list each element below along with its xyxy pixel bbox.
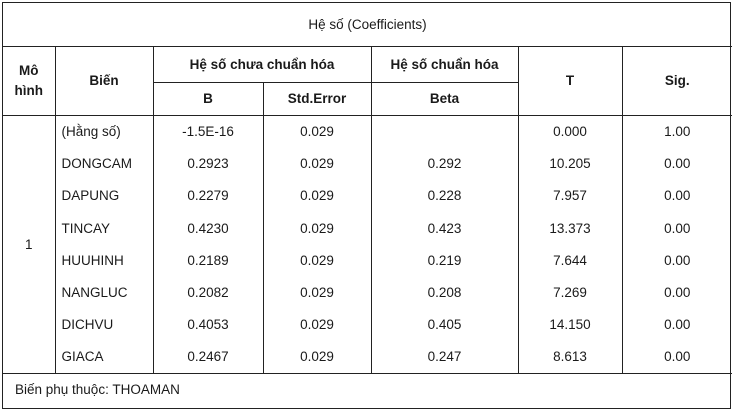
cell-b: 0.4053	[152, 308, 264, 342]
table-row: DAPUNG 0.2279 0.029 0.228 7.957 0.00	[3, 179, 733, 212]
header-beta: Beta	[370, 81, 519, 116]
cell-std-error: 0.029	[262, 179, 372, 212]
cell-t: 7.644	[517, 244, 623, 277]
header-model: Mô hình	[3, 45, 56, 116]
cell-b: 0.2082	[152, 276, 264, 309]
cell-std-error: 0.029	[262, 211, 372, 245]
table-footer: Biến phụ thuộc: THOAMAN	[3, 372, 733, 406]
table-row: NANGLUC 0.2082 0.029 0.208 7.269 0.00	[3, 276, 733, 309]
cell-t: 8.613	[517, 341, 623, 374]
cell-variable: (Hằng số)	[54, 114, 154, 148]
cell-beta: 0.247	[370, 341, 519, 374]
table-body: 1 (Hằng số) -1.5E-16 0.029 0.000 1.00 DONGCAM 0…	[3, 114, 733, 374]
cell-t: 13.373	[517, 211, 623, 245]
cell-variable: DAPUNG	[54, 179, 154, 212]
cell-beta: 0.423	[370, 211, 519, 245]
cell-std-error: 0.029	[262, 114, 372, 148]
cell-sig: 0.00	[621, 147, 733, 180]
header-variable: Biến	[54, 45, 154, 116]
cell-t: 0.000	[517, 114, 623, 148]
cell-variable: DICHVU	[54, 308, 154, 342]
table-row: HUUHINH 0.2189 0.029 0.219 7.644 0.00	[3, 244, 733, 277]
cell-beta: 0.219	[370, 244, 519, 277]
cell-b: 0.2467	[152, 341, 264, 374]
cell-b: -1.5E-16	[152, 114, 264, 148]
cell-std-error: 0.029	[262, 276, 372, 309]
table-title: Hệ số (Coefficients)	[3, 3, 733, 47]
cell-beta: 0.292	[370, 147, 519, 180]
cell-sig: 0.00	[621, 179, 733, 212]
cell-std-error: 0.029	[262, 341, 372, 374]
cell-beta: 0.228	[370, 179, 519, 212]
cell-variable: HUUHINH	[54, 244, 154, 277]
cell-beta: 0.405	[370, 308, 519, 342]
header-unstandardized: Hệ số chưa chuẩn hóa	[152, 45, 372, 83]
cell-sig: 0.00	[621, 341, 733, 374]
cell-sig: 0.00	[621, 244, 733, 277]
cell-std-error: 0.029	[262, 308, 372, 342]
table-row: DICHVU 0.4053 0.029 0.405 14.150 0.00	[3, 308, 733, 342]
header-std-error: Std.Error	[262, 81, 372, 116]
table-row: GIACA 0.2467 0.029 0.247 8.613 0.00	[3, 341, 733, 374]
table-row: DONGCAM 0.2923 0.029 0.292 10.205 0.00	[3, 147, 733, 180]
cell-variable: GIACA	[54, 341, 154, 374]
cell-sig: 0.00	[621, 211, 733, 245]
cell-std-error: 0.029	[262, 147, 372, 180]
header-sig: Sig.	[621, 45, 733, 116]
model-number: 1	[3, 114, 56, 374]
cell-t: 10.205	[517, 147, 623, 180]
cell-sig: 1.00	[621, 114, 733, 148]
cell-b: 0.2189	[152, 244, 264, 277]
cell-b: 0.2923	[152, 147, 264, 180]
cell-b: 0.2279	[152, 179, 264, 212]
header-b: B	[152, 81, 264, 116]
cell-t: 7.269	[517, 276, 623, 309]
cell-b: 0.4230	[152, 211, 264, 245]
cell-variable: NANGLUC	[54, 276, 154, 309]
cell-t: 7.957	[517, 179, 623, 212]
table-row: TINCAY 0.4230 0.029 0.423 13.373 0.00	[3, 211, 733, 245]
cell-t: 14.150	[517, 308, 623, 342]
cell-beta	[370, 114, 519, 148]
cell-std-error: 0.029	[262, 244, 372, 277]
cell-variable: TINCAY	[54, 211, 154, 245]
cell-sig: 0.00	[621, 276, 733, 309]
header-standardized: Hệ số chuẩn hóa	[370, 45, 519, 83]
cell-sig: 0.00	[621, 308, 733, 342]
cell-beta: 0.208	[370, 276, 519, 309]
table-row: 1 (Hằng số) -1.5E-16 0.029 0.000 1.00	[3, 114, 733, 374]
coefficients-table: Hệ số (Coefficients) Mô hình Biến Hệ số c…	[3, 3, 733, 406]
header-t: T	[517, 45, 623, 116]
cell-variable: DONGCAM	[54, 147, 154, 180]
